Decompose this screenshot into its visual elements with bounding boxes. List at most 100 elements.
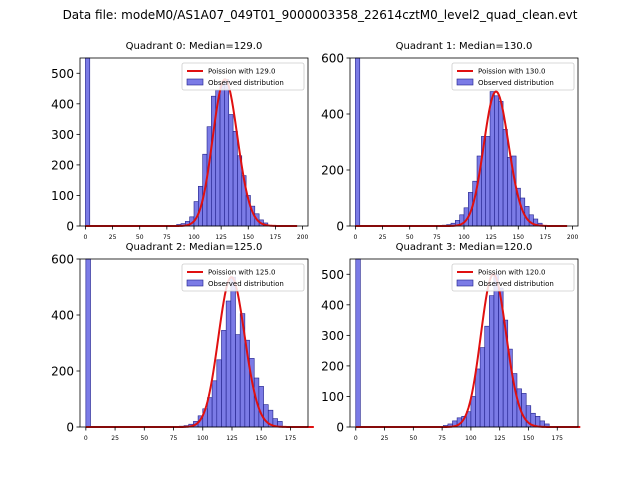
x-tick-label: 100 (197, 435, 209, 442)
histogram-bar (225, 300, 232, 428)
legend-label-observed: Observed distribution (478, 79, 554, 87)
y-tick-label: 0 (66, 220, 74, 234)
x-tick-label: 100 (188, 234, 200, 241)
x-tick-label: 50 (406, 234, 414, 241)
x-tick-label: 50 (410, 435, 418, 442)
y-tick-label: 0 (336, 421, 344, 435)
x-tick-label: 75 (163, 234, 171, 241)
y-tick-label: 400 (51, 309, 74, 323)
y-tick-label: 200 (51, 158, 74, 172)
x-tick-label: 200 (297, 234, 309, 241)
histogram-bar (493, 273, 499, 428)
x-tick-label: 0 (84, 234, 88, 241)
y-tick-label: 200 (321, 164, 344, 178)
x-tick-label: 0 (354, 234, 358, 241)
histogram-bar (507, 157, 513, 227)
legend-bar-swatch (456, 279, 474, 287)
legend-box (451, 263, 575, 292)
legend-label-observed: Observed distribution (208, 280, 284, 288)
x-tick-label: 0 (84, 435, 88, 442)
x-tick-label: 75 (438, 435, 446, 442)
histogram-bar (489, 91, 495, 227)
poisson-fit-line (85, 276, 314, 428)
legend: Poission with 120.0 Observed distribution (451, 263, 575, 292)
subplot-title: Quadrant 1: Median=130.0 (396, 41, 533, 52)
poisson-fit-line (355, 273, 581, 428)
histogram-bar (485, 136, 491, 227)
y-tick-label: 500 (51, 67, 74, 81)
x-tick-label: 150 (513, 234, 525, 241)
subplot-quadrant-0: Quadrant 0: Median=129.0 0 25 50 75 100 125 150… (51, 41, 308, 241)
histogram-bar (258, 386, 264, 428)
figure-suptitle: Data file: modeM0/AS1A07_049T01_90000033… (62, 8, 578, 22)
legend-label-fit: Poission with 129.0 (208, 68, 276, 76)
x-tick-label: 175 (540, 234, 552, 241)
legend-bar-swatch (186, 78, 204, 86)
histogram-bar (224, 79, 230, 227)
legend-box (451, 62, 575, 91)
legend-label-observed: Observed distribution (208, 79, 284, 87)
legend-label-fit: Poission with 125.0 (208, 269, 276, 277)
histogram-bar (221, 330, 227, 428)
x-tick-label: 50 (140, 435, 148, 442)
subplot-quadrant-1: Quadrant 1: Median=130.0 0 25 50 75 100 125 150… (321, 41, 578, 241)
subplot-quadrant-3: Quadrant 3: Median=120.0 0 25 50 75 100 125 150… (321, 242, 581, 442)
histogram-bar (470, 396, 476, 428)
x-tick-label: 125 (215, 234, 227, 241)
histogram-bar (219, 85, 225, 227)
histogram-bar (85, 258, 91, 428)
x-tick-label: 125 (226, 435, 238, 442)
x-tick-label: 100 (465, 435, 477, 442)
histogram-bar (479, 347, 486, 428)
x-tick-label: 175 (270, 234, 282, 241)
x-tick-label: 175 (285, 435, 297, 442)
x-tick-label: 175 (552, 435, 564, 442)
x-tick-label: 200 (567, 234, 579, 241)
poisson-fit-line (85, 78, 298, 227)
subplot-title: Quadrant 3: Median=120.0 (396, 242, 533, 253)
x-tick-label: 0 (354, 435, 358, 442)
legend-bar-swatch (456, 78, 474, 86)
histogram-bar (494, 95, 500, 227)
x-tick-label: 100 (458, 234, 470, 241)
histogram-bar (355, 57, 361, 227)
y-tick-label: 400 (321, 298, 344, 312)
y-tick-label: 0 (336, 220, 344, 234)
legend-label-observed: Observed distribution (478, 280, 554, 288)
x-tick-label: 125 (485, 234, 497, 241)
histogram-bar (85, 57, 91, 227)
subplot-title: Quadrant 2: Median=125.0 (126, 242, 263, 253)
x-tick-label: 125 (494, 435, 506, 442)
histogram-bar (521, 393, 527, 428)
x-tick-label: 150 (256, 435, 268, 442)
subplot-title: Quadrant 0: Median=129.0 (126, 41, 263, 52)
y-tick-label: 100 (51, 189, 74, 203)
x-tick-label: 25 (381, 435, 389, 442)
poisson-fit-line (355, 90, 568, 227)
histogram-bar (232, 131, 238, 227)
legend: Poission with 130.0 Observed distribution (451, 62, 575, 91)
x-tick-label: 150 (523, 435, 535, 442)
y-tick-label: 400 (51, 97, 74, 111)
y-tick-label: 400 (321, 108, 344, 122)
legend: Poission with 125.0 Observed distribution (181, 263, 305, 292)
histogram-bar (489, 295, 495, 428)
y-tick-label: 500 (321, 268, 344, 282)
legend-box (181, 263, 305, 292)
histogram-bar (211, 380, 218, 428)
x-tick-label: 25 (109, 234, 117, 241)
legend-label-fit: Poission with 130.0 (478, 68, 546, 76)
axes-frame (349, 258, 579, 428)
histogram-bar (355, 258, 361, 428)
y-tick-label: 600 (321, 52, 344, 66)
y-tick-label: 0 (66, 421, 74, 435)
x-tick-label: 25 (379, 234, 387, 241)
subplot-quadrant-2: Quadrant 2: Median=125.0 0 25 50 75 100 125 150… (51, 242, 314, 442)
histogram-bar (228, 114, 234, 227)
histogram-bar (484, 325, 490, 428)
y-tick-label: 200 (51, 365, 74, 379)
legend-label-fit: Poission with 120.0 (478, 269, 546, 277)
x-tick-label: 150 (243, 234, 255, 241)
x-tick-label: 50 (136, 234, 144, 241)
x-tick-label: 75 (170, 435, 178, 442)
